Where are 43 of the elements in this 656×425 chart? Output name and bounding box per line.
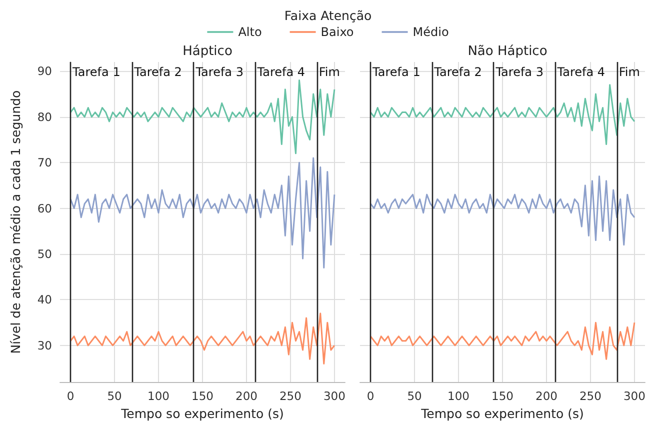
ref-line-label: Tarefa 1 — [72, 65, 120, 79]
x-axis-title: Tempo so experimento (s) — [420, 406, 584, 421]
x-tick-label: 150 — [192, 389, 214, 403]
x-tick-label: 200 — [236, 389, 258, 403]
legend-label: Baixo — [320, 25, 354, 39]
x-tick-label: 300 — [323, 389, 346, 403]
y-tick-label: 50 — [37, 247, 52, 261]
chart-title: Não Háptico — [468, 44, 548, 59]
legend-label: Médio — [412, 25, 449, 39]
line-series — [70, 157, 336, 268]
ref-line-label: Tarefa 3 — [494, 65, 544, 79]
y-tick-label: 40 — [37, 292, 52, 307]
x-tick-label: 200 — [536, 389, 558, 403]
chart-title: Háptico — [182, 44, 232, 59]
ref-line-label: Tarefa 2 — [433, 65, 482, 79]
y-tick-label: 90 — [37, 64, 52, 78]
x-axis-title: Tempo so experimento (s) — [120, 406, 284, 421]
ref-line-label: Tarefa 4 — [256, 65, 306, 79]
x-tick-label: 150 — [492, 389, 514, 403]
x-tick-label: 100 — [448, 389, 470, 403]
legend-label: Alto — [238, 25, 262, 39]
x-tick-label: 0 — [66, 389, 74, 403]
y-tick-label: 70 — [37, 156, 52, 170]
ref-line-label: Tarefa 1 — [372, 65, 420, 79]
y-tick-label: 30 — [37, 338, 52, 352]
ref-line-label: Tarefa 3 — [194, 65, 244, 79]
y-axis-title: Nível de atenção médio a cada 1 segundo — [8, 90, 23, 354]
x-tick-label: 0 — [366, 389, 374, 403]
ref-line-label: Fim — [618, 65, 640, 79]
x-tick-label: 250 — [579, 389, 602, 403]
x-tick-label: 300 — [623, 389, 646, 403]
x-tick-label: 250 — [279, 389, 302, 403]
ref-line-label: Tarefa 4 — [556, 65, 606, 79]
ref-line-label: Tarefa 2 — [133, 65, 182, 79]
y-tick-label: 80 — [37, 110, 52, 124]
x-tick-label: 50 — [407, 389, 422, 403]
x-tick-label: 100 — [148, 389, 170, 403]
legend-title: Faixa Atenção — [284, 8, 372, 23]
line-series — [70, 312, 336, 364]
ref-line-label: Fim — [318, 65, 340, 79]
x-tick-label: 50 — [107, 389, 122, 403]
line-series — [70, 80, 336, 154]
y-tick-label: 60 — [37, 201, 52, 216]
